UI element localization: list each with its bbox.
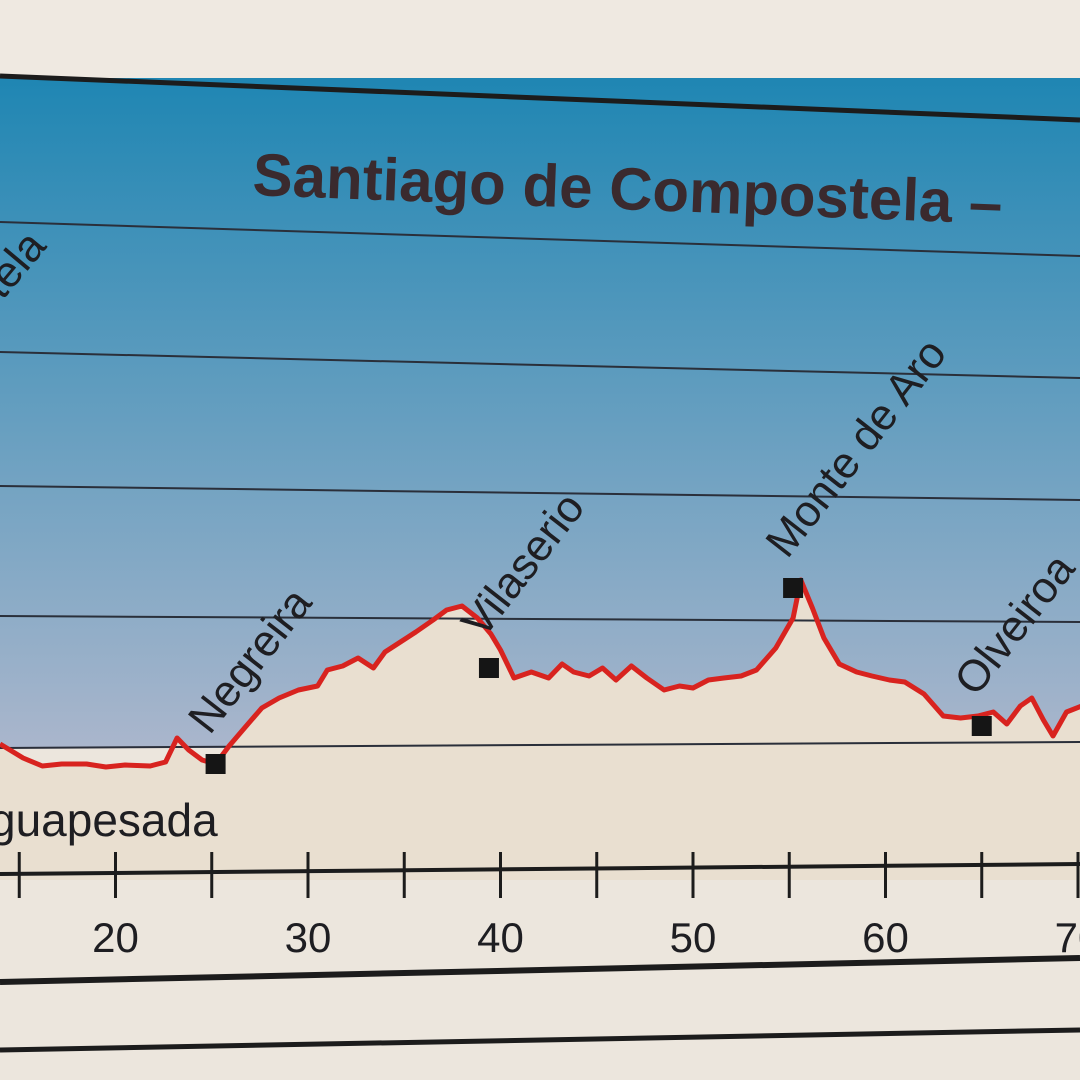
elevation-profile-line: [0, 577, 1080, 770]
x-tick-label-50: 50: [670, 914, 717, 961]
x-axis-line: [0, 862, 1080, 876]
place-marker-negreira: [205, 754, 226, 774]
x-tick-label-30: 30: [285, 914, 332, 961]
ground-area: [0, 580, 1080, 880]
x-tick-label-20: 20: [92, 914, 139, 961]
x-tick-label-60: 60: [862, 914, 909, 961]
panel-top-border: [0, 73, 1080, 123]
place-label-partial-bottom: guapesada: [0, 794, 218, 846]
paper-top: [0, 0, 1080, 80]
gridline-1: [0, 221, 1080, 257]
place-marker-vilaserio: [478, 658, 499, 678]
x-axis-ticks: 20 30 40 50 60 70: [17, 852, 1080, 961]
gridlines: [0, 221, 1080, 749]
gridline-2: [0, 351, 1080, 379]
place-marker-monte-de-aro: [783, 578, 804, 598]
sky-panel: [0, 78, 1080, 748]
gridline-4: [0, 615, 1080, 623]
x-tick-label-70: 70: [1055, 914, 1080, 961]
x-tick-label-40: 40: [477, 914, 524, 961]
gridline-3: [0, 485, 1080, 501]
place-marker-olveiroa: [971, 716, 992, 736]
panel-bottom-border: [0, 955, 1080, 985]
page-border: [0, 1027, 1080, 1053]
gridline-5: [0, 741, 1080, 749]
